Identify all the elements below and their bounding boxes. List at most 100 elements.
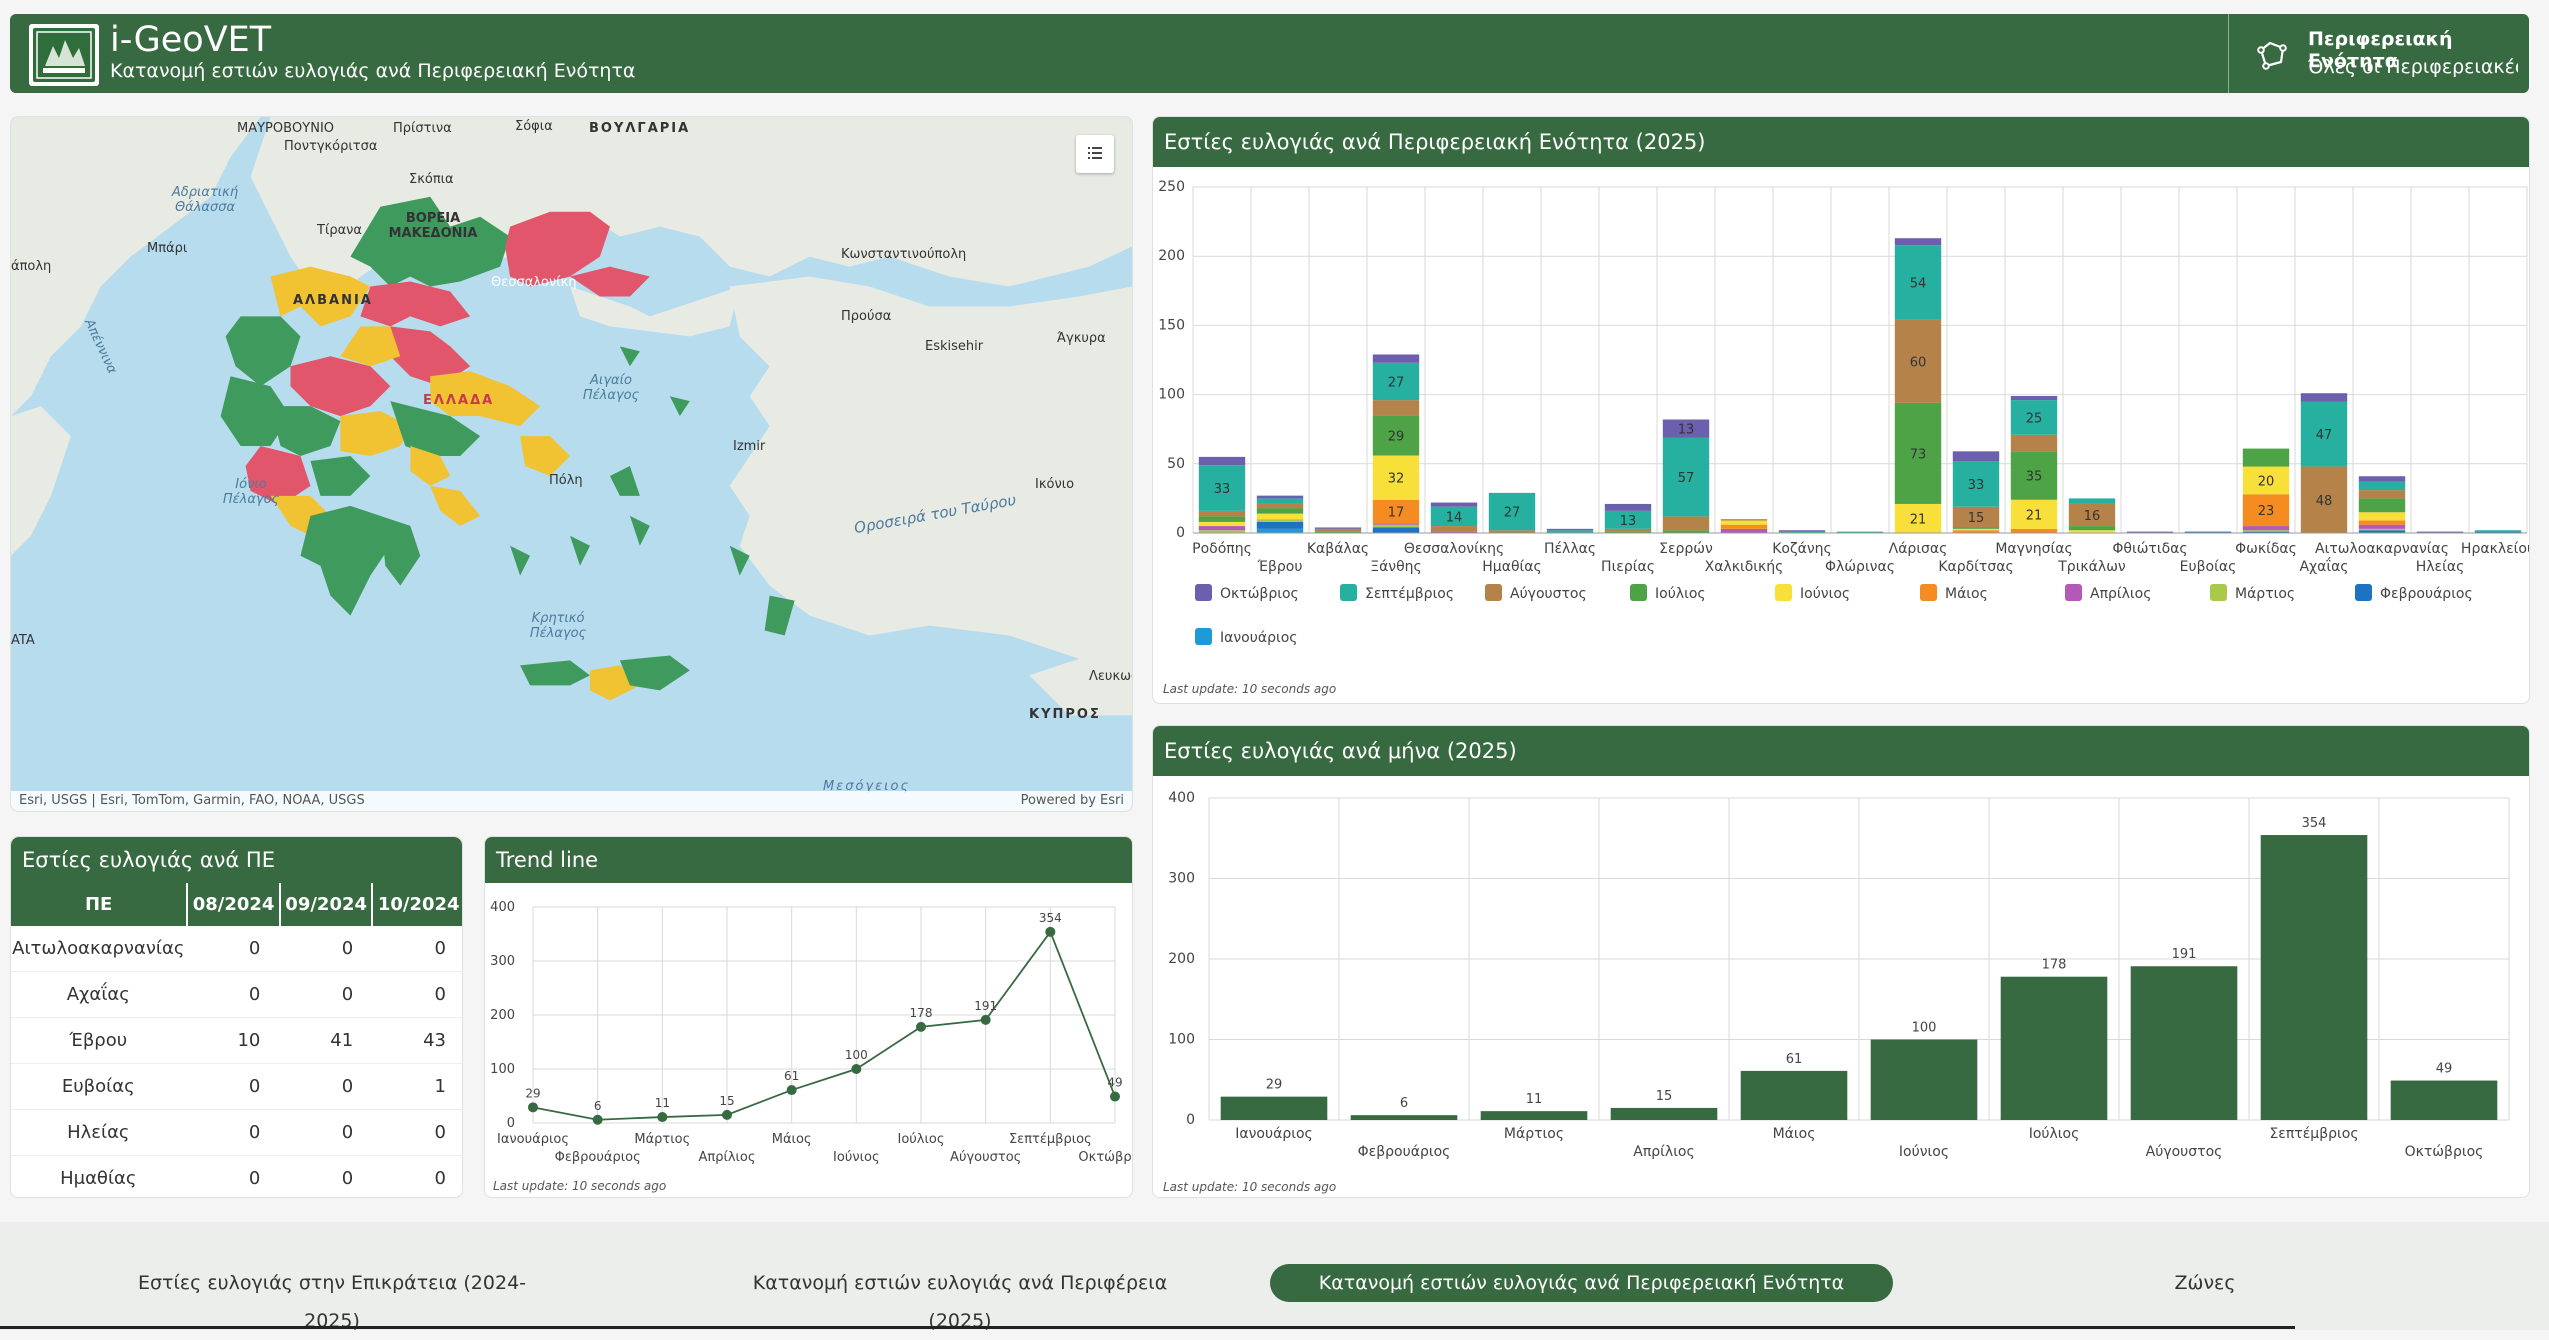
bar-segment (1778, 531, 1826, 533)
x-tick-label: Σεπτέμβριος (1009, 1132, 1092, 1147)
data-label: 6 (594, 1099, 602, 1113)
legend-swatch (2355, 584, 2372, 601)
data-label: 25 (2026, 411, 2043, 426)
table-cell: 0 (248, 938, 261, 959)
bar-segment (1372, 400, 1420, 416)
map-label: Τίρανα (317, 223, 362, 238)
tab-national-outbreaks[interactable]: Εστίες ευλογιάς στην Επικράτεια (2024-20… (137, 1272, 527, 1332)
legend-swatch (1485, 584, 1502, 601)
data-label: 178 (910, 1006, 933, 1020)
layer-list-button[interactable] (1076, 135, 1114, 173)
x-tick-label: Μάιος (772, 1132, 812, 1147)
column-header[interactable]: ΠΕ (84, 894, 113, 915)
tab-outbreaks-by-regional-unit[interactable]: Κατανομή εστιών ευλογιάς ανά Περιφερειακ… (1270, 1264, 1893, 1302)
table-row[interactable]: Ηλείας 0 0 0 (11, 1110, 462, 1156)
table-cell: Αχαΐας (66, 984, 130, 1005)
x-tick-label: Θεσσαλονίκης (1404, 541, 1504, 557)
column-header[interactable]: 10/2024 (371, 883, 462, 926)
bar-segment (1314, 531, 1362, 533)
table-row[interactable]: Αχαΐας 0 0 0 (11, 972, 462, 1018)
map-label: Κρητικό Πέλαγος (529, 611, 587, 641)
y-tick-label: 200 (490, 1008, 515, 1023)
map-canvas[interactable] (11, 117, 1132, 811)
y-tick-label: 300 (1168, 871, 1195, 887)
bar-segment (1952, 451, 2000, 462)
x-tick-label: Λάρισας (1889, 541, 1948, 557)
bar-segment (1430, 502, 1478, 507)
table-cell: Ηλείας (67, 1122, 130, 1143)
x-tick-label: Έβρου (1257, 559, 1303, 575)
bar-segment (1836, 531, 1884, 533)
y-tick-label: 200 (1158, 248, 1185, 264)
data-label: 27 (1504, 506, 1521, 521)
x-tick-label: Μάιος (1773, 1126, 1816, 1142)
tab-zones[interactable]: Ζώνες (2174, 1272, 2236, 1294)
data-label: 29 (1388, 429, 1405, 444)
bar-segment (2358, 520, 2406, 525)
data-label: 23 (2258, 504, 2275, 519)
months-chart-title: Εστίες ευλογιάς ανά μήνα (2025) (1153, 726, 2529, 776)
map-label: Izmir (733, 439, 766, 454)
trend-line-chart[interactable]: 0 100 200 300 400 29 Ιανουάριος 6 Φεβρουάριος 11 Μ… (485, 883, 1133, 1198)
bar-segment (2242, 494, 2290, 527)
bar-segment (2300, 466, 2348, 533)
bar-segment (2010, 400, 2058, 435)
bar-segment (2068, 526, 2116, 531)
tab-outbreaks-by-region[interactable]: Κατανομή εστιών ευλογιάς ανά Περιφέρεια … (752, 1272, 1168, 1332)
table-cell: 0 (434, 984, 446, 1005)
bar-segment (2474, 530, 2522, 532)
bar-segment (1720, 519, 1768, 521)
table-cell: Αιτωλοακαρνανίας (12, 938, 185, 959)
data-label: 13 (1678, 423, 1695, 438)
y-tick-label: 400 (490, 900, 515, 915)
data-point (980, 1014, 991, 1025)
x-tick-label: Ροδόπης (1192, 541, 1252, 557)
legend-swatch (1340, 584, 1357, 601)
region-filter-button[interactable]: Περιφερειακή Ενότητα Όλες οι Περιφερειακ… (2229, 14, 2529, 93)
data-point (851, 1064, 862, 1074)
table-row[interactable]: Έβρου 10 41 43 (11, 1018, 462, 1064)
table-row[interactable]: Ευβοίας 0 0 1 (11, 1064, 462, 1110)
table-row[interactable]: Ημαθίας 0 0 0 (11, 1156, 462, 1197)
data-label: 6 (1400, 1096, 1408, 1111)
data-label: 178 (2042, 958, 2067, 973)
bar-segment (1256, 503, 1304, 509)
table-header-row: ΠΕ 08/2024 09/2024 10/2024 (11, 883, 462, 926)
bar-segment (1256, 519, 1304, 522)
bar-segment (2416, 531, 2464, 533)
map-label: Ποντγκόριτσα (284, 139, 378, 154)
data-label: 100 (1912, 1021, 1937, 1036)
data-label: 191 (2172, 947, 2197, 962)
bar-segment (1256, 521, 1304, 529)
data-label: 61 (784, 1069, 799, 1083)
months-bar-chart[interactable]: 0 100 200 300 400 29 Ιανουάριος 6 Φεβρουάριος 11 Μ… (1153, 776, 2530, 1198)
data-point (1110, 1091, 1120, 1102)
bar-segment (1604, 528, 1652, 532)
x-tick-label: Ιανουάριος (497, 1132, 569, 1147)
bar-segment (2358, 512, 2406, 521)
column-header[interactable]: 09/2024 (278, 883, 372, 926)
table-cell: 43 (423, 1030, 446, 1051)
table-row[interactable]: Αιτωλοακαρνανίας 0 0 0 (11, 926, 462, 972)
data-label: 11 (655, 1096, 670, 1110)
map-label: Eskisehir (925, 339, 984, 354)
x-tick-label: Καβάλας (1307, 541, 1369, 557)
powered-by-link[interactable]: Powered by Esri (1020, 793, 1124, 808)
map-attribution: Esri, USGS | Esri, TomTom, Garmin, FAO, … (11, 791, 1132, 811)
bar (1220, 1096, 1328, 1120)
x-tick-label: Ξάνθης (1370, 559, 1422, 575)
map-view[interactable]: ΜΑΥΡΟΒΟΥΝΙΟ Πρίστινα Ποντγκόριτσα Σόφια … (10, 116, 1133, 812)
y-tick-label: 150 (1158, 317, 1185, 333)
bar-segment (2068, 503, 2116, 527)
bar-segment (1256, 495, 1304, 499)
app-header: i-GeoVET Κατανομή εστιών ευλογιάς ανά Πε… (10, 14, 2529, 93)
data-label: 100 (845, 1048, 868, 1062)
column-header[interactable]: 08/2024 (186, 883, 279, 926)
bar-segment (1894, 238, 1942, 246)
data-label: 33 (1214, 482, 1231, 497)
table-cell: 0 (341, 1076, 354, 1097)
x-tick-label: Φωκίδας (2235, 541, 2297, 557)
bar (2130, 966, 2238, 1120)
data-point (528, 1102, 538, 1113)
